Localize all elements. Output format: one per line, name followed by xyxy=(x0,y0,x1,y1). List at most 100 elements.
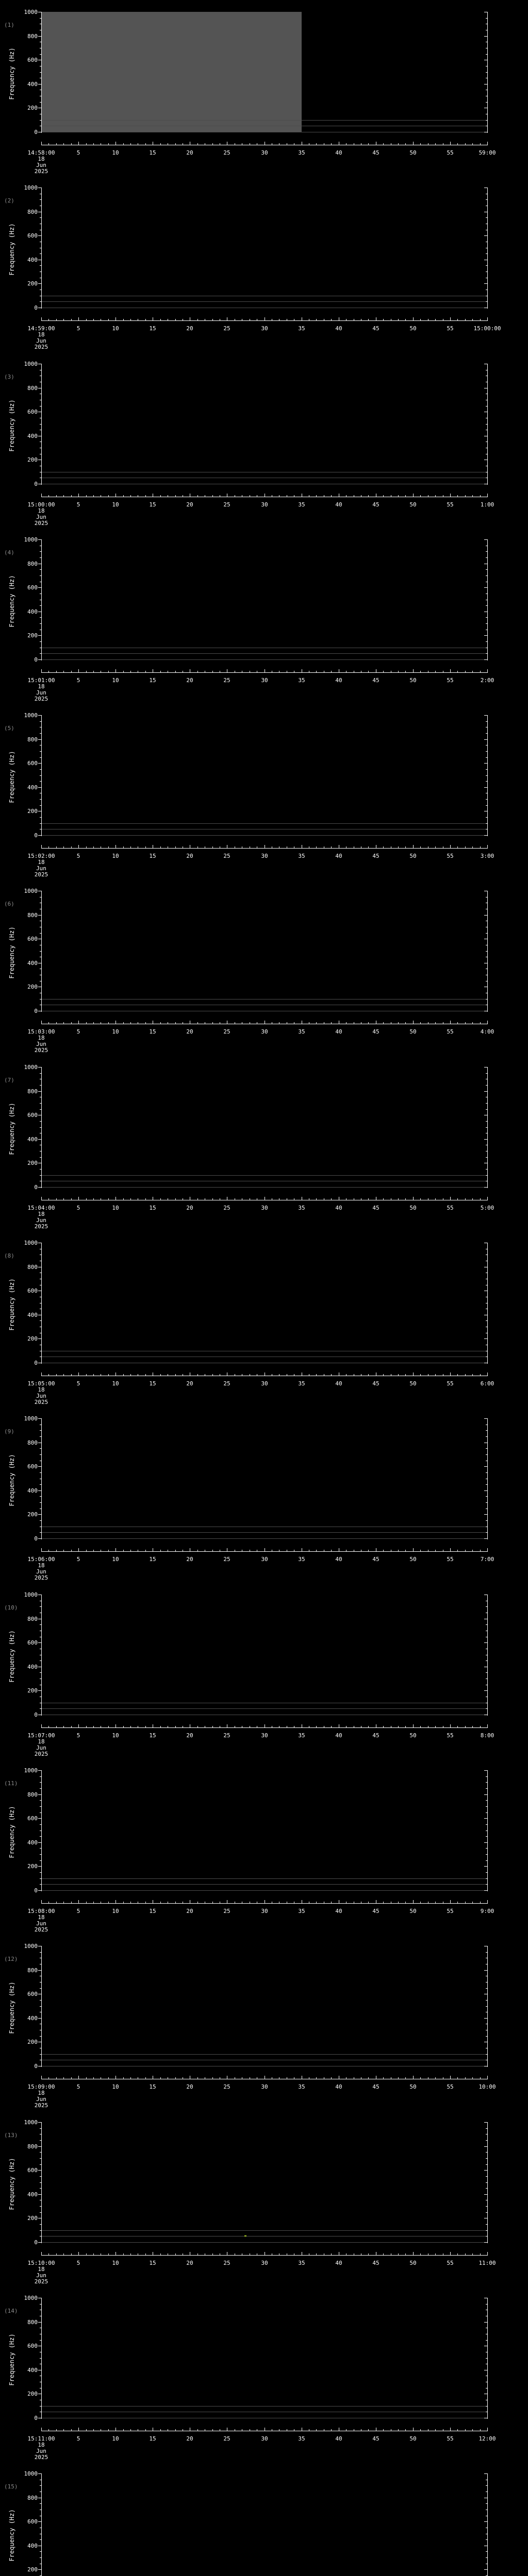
y-minor-tick xyxy=(486,1127,487,1128)
x-tick-label: 15 xyxy=(149,149,156,156)
x-tick-label: 15 xyxy=(149,2260,156,2266)
y-major-tick xyxy=(484,2242,487,2243)
x-minor-tick xyxy=(472,143,473,145)
x-major-tick xyxy=(450,1548,451,1551)
x-minor-tick xyxy=(123,1374,124,1376)
x-minor-tick xyxy=(108,1374,109,1376)
x-minor-tick xyxy=(197,1902,198,1903)
x-minor-tick xyxy=(160,671,161,672)
y-major-tick xyxy=(38,1514,41,1515)
x-minor-tick xyxy=(175,2429,176,2431)
y-tick-label: 200 xyxy=(27,280,38,287)
date-line: 18 xyxy=(38,2442,45,2448)
x-tick-label: 30 xyxy=(261,1908,268,1914)
x-tick-label: 40 xyxy=(335,853,342,859)
x-minor-tick xyxy=(331,2253,332,2255)
y-minor-tick xyxy=(486,1454,487,1455)
y-minor-tick xyxy=(486,1085,487,1086)
x-tick-label: 35 xyxy=(298,2260,305,2266)
y-minor-tick xyxy=(486,2188,487,2189)
x-minor-tick xyxy=(160,1374,161,1376)
y-minor-tick xyxy=(486,951,487,952)
event-marker-dot xyxy=(244,2235,246,2236)
x-minor-tick xyxy=(472,1374,473,1376)
x-tick-label: 5 xyxy=(76,1908,80,1914)
time-axis-start-label: 15:09:00 xyxy=(27,2083,55,2090)
x-major-tick xyxy=(450,1372,451,1376)
x-minor-tick xyxy=(48,671,49,672)
y-minor-tick xyxy=(40,1157,41,1158)
y-axis-left xyxy=(41,188,42,309)
x-tick-label: 15 xyxy=(149,2083,156,2090)
x-minor-tick xyxy=(123,495,124,497)
x-minor-tick xyxy=(405,495,406,497)
y-minor-tick xyxy=(40,1073,41,1074)
y-major-tick xyxy=(38,36,41,37)
x-minor-tick xyxy=(420,1198,421,1200)
y-minor-tick xyxy=(40,1788,41,1789)
y-major-tick xyxy=(484,1514,487,1515)
y-minor-tick xyxy=(40,2140,41,2141)
y-minor-tick xyxy=(486,2000,487,2001)
y-axis-right xyxy=(487,1770,488,1891)
x-minor-tick xyxy=(457,1902,458,1903)
y-major-tick xyxy=(484,787,487,788)
x-minor-tick xyxy=(383,2253,384,2255)
y-major-tick xyxy=(38,1866,41,1867)
x-major-tick xyxy=(487,2428,488,2431)
frequency-reference-line xyxy=(41,301,488,302)
y-major-tick xyxy=(38,2146,41,2147)
y-minor-tick xyxy=(486,2054,487,2055)
x-minor-tick xyxy=(480,495,481,497)
time-axis-line xyxy=(41,1551,488,1552)
x-tick-label: 45 xyxy=(372,2435,380,2442)
x-minor-tick xyxy=(480,1902,481,1903)
x-tick-label: 40 xyxy=(335,149,342,156)
y-minor-tick xyxy=(486,1952,487,1953)
y-major-tick xyxy=(38,1418,41,1419)
y-axis-right xyxy=(487,364,488,485)
x-minor-tick xyxy=(331,1022,332,1024)
y-major-tick xyxy=(484,1866,487,1867)
x-major-tick xyxy=(450,1900,451,1903)
x-tick-label: 35 xyxy=(298,677,305,684)
y-minor-tick xyxy=(40,2128,41,2129)
y-major-tick xyxy=(38,635,41,636)
x-minor-tick xyxy=(145,1022,146,1024)
panel-number-label: (15) xyxy=(4,2483,18,2490)
y-minor-tick xyxy=(40,2340,41,2341)
y-major-tick xyxy=(484,587,487,588)
y-minor-tick xyxy=(486,2230,487,2231)
y-axis-title: Frequency (Hz) xyxy=(8,1630,15,1683)
x-minor-tick xyxy=(160,1022,161,1024)
y-minor-tick xyxy=(40,1988,41,1989)
x-tick-label: 25 xyxy=(223,1028,230,1035)
x-minor-tick xyxy=(465,143,466,145)
time-axis-end-label: 12:00 xyxy=(478,2435,496,2442)
x-minor-tick xyxy=(175,2253,176,2255)
y-minor-tick xyxy=(40,1175,41,1176)
x-minor-tick xyxy=(457,1550,458,1551)
x-minor-tick xyxy=(212,1550,213,1551)
x-minor-tick xyxy=(480,671,481,672)
x-minor-tick xyxy=(108,2253,109,2255)
date-line: Jun xyxy=(36,1393,46,1399)
x-minor-tick xyxy=(93,1198,94,1200)
y-minor-tick xyxy=(486,1788,487,1789)
x-minor-tick xyxy=(48,1022,49,1024)
x-major-tick xyxy=(41,1548,42,1551)
x-major-tick xyxy=(450,2428,451,2431)
y-minor-tick xyxy=(40,1532,41,1533)
x-minor-tick xyxy=(86,1374,87,1376)
x-minor-tick xyxy=(331,1550,332,1551)
x-minor-tick xyxy=(435,1198,436,1200)
x-tick-label: 40 xyxy=(335,2260,342,2266)
date-label: 18 Jun 2025 xyxy=(35,1739,48,1757)
x-minor-tick xyxy=(48,495,49,497)
x-minor-tick xyxy=(331,1902,332,1903)
x-minor-tick xyxy=(63,1022,64,1024)
frequency-reference-line xyxy=(41,2054,488,2055)
x-minor-tick xyxy=(56,1198,57,1200)
x-minor-tick xyxy=(123,671,124,672)
y-minor-tick xyxy=(40,2224,41,2225)
